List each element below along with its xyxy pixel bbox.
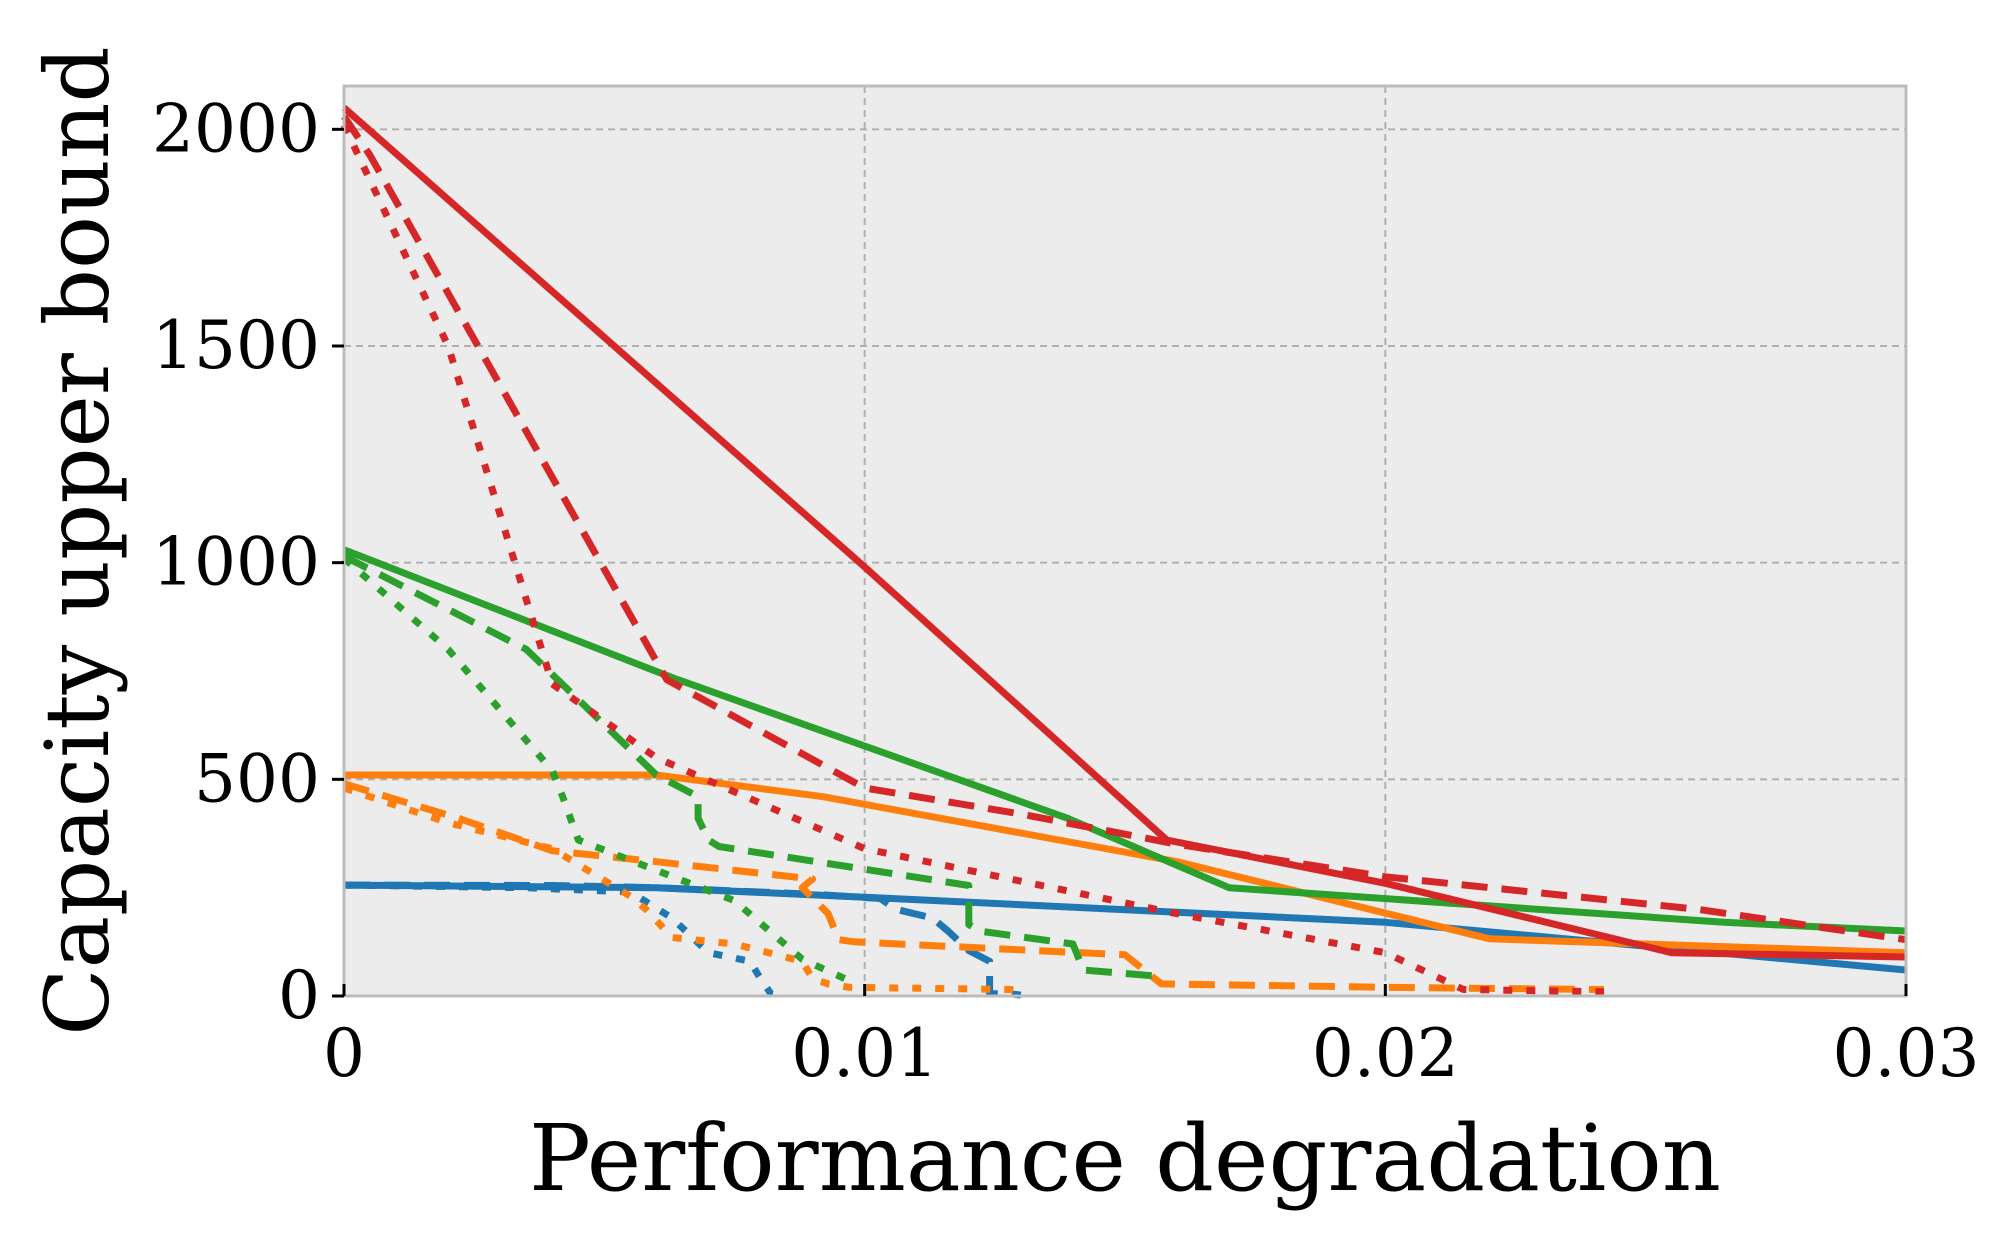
series-layer (340, 105, 1907, 999)
y-tick-label: 2000 (152, 90, 320, 167)
series-line-orange-dashed (342, 780, 1605, 993)
series-line-green-solid (342, 546, 1907, 935)
y-tick-label: 1000 (152, 524, 320, 601)
plot-frame (342, 84, 1908, 998)
plot-background (344, 86, 1906, 996)
series-line-orange-dotted (342, 784, 1022, 996)
series-line-red-dashed (341, 114, 1907, 944)
x-tick-label: 0.02 (1312, 1015, 1459, 1092)
x-axis-title: Performance degradation (529, 1105, 1721, 1212)
x-tick-label: 0.01 (791, 1015, 938, 1092)
series-line-blue-dotted (343, 881, 787, 999)
grid (344, 86, 1906, 996)
x-tick-label: 0.03 (1833, 1015, 1980, 1092)
y-tick-label: 500 (194, 740, 320, 817)
series-line-red-dotted (340, 123, 1605, 996)
y-tick-label: 0 (278, 957, 320, 1034)
series-line-orange-solid (344, 771, 1907, 957)
y-tick-label: 1500 (152, 307, 320, 384)
ticks: 0 0.01 0.02 0.03 0 500 1000 1500 2000 (152, 90, 1979, 1092)
series-line-green-dotted (341, 555, 856, 987)
series-line-green-dashed (342, 553, 1162, 980)
y-axis-title: Capacity upper bound (26, 46, 129, 1036)
x-tick-label: 0 (323, 1015, 365, 1092)
series-line-blue-dashed (343, 881, 1022, 999)
